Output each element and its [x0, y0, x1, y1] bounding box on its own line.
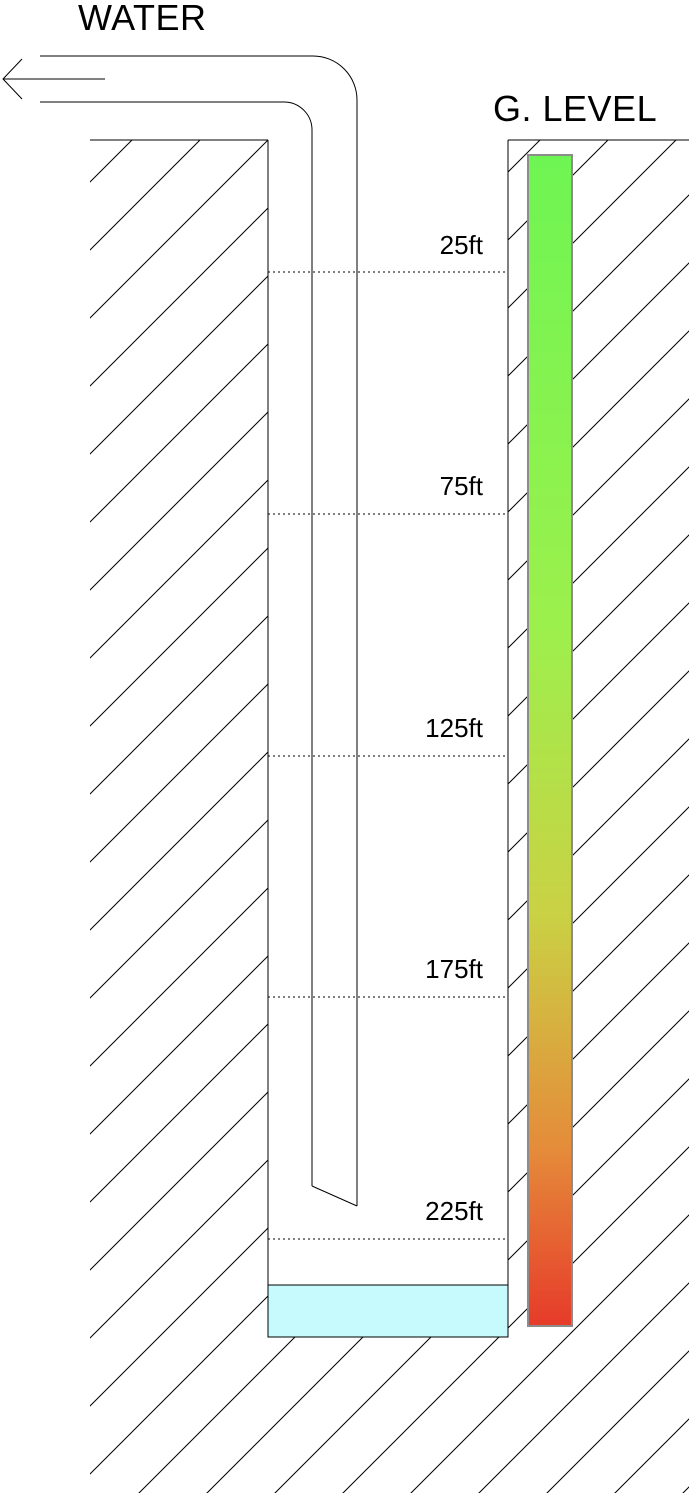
depth-label-75: 75ft — [440, 471, 484, 501]
water-title: WATER — [78, 0, 206, 38]
depth-label-225: 225ft — [425, 1196, 484, 1226]
ground-level-title: G. LEVEL — [493, 88, 657, 129]
pipe-inner-wall — [40, 101, 313, 1186]
pipe-bottom-cut — [311, 1185, 358, 1207]
depth-label-25: 25ft — [440, 230, 484, 260]
water-pool — [267, 1284, 509, 1338]
arrow-head — [2, 58, 23, 100]
depth-lines — [268, 271, 508, 1240]
arrow-left-icon — [2, 58, 105, 100]
delivery-pipe — [40, 55, 358, 1207]
depth-label-175: 175ft — [425, 954, 484, 984]
pipe-outer-wall — [40, 55, 358, 1206]
ground-level-gauge — [527, 154, 573, 1327]
depth-label-125: 125ft — [425, 713, 484, 743]
depth-labels: 25ft 75ft 125ft 175ft 225ft — [425, 230, 484, 1226]
